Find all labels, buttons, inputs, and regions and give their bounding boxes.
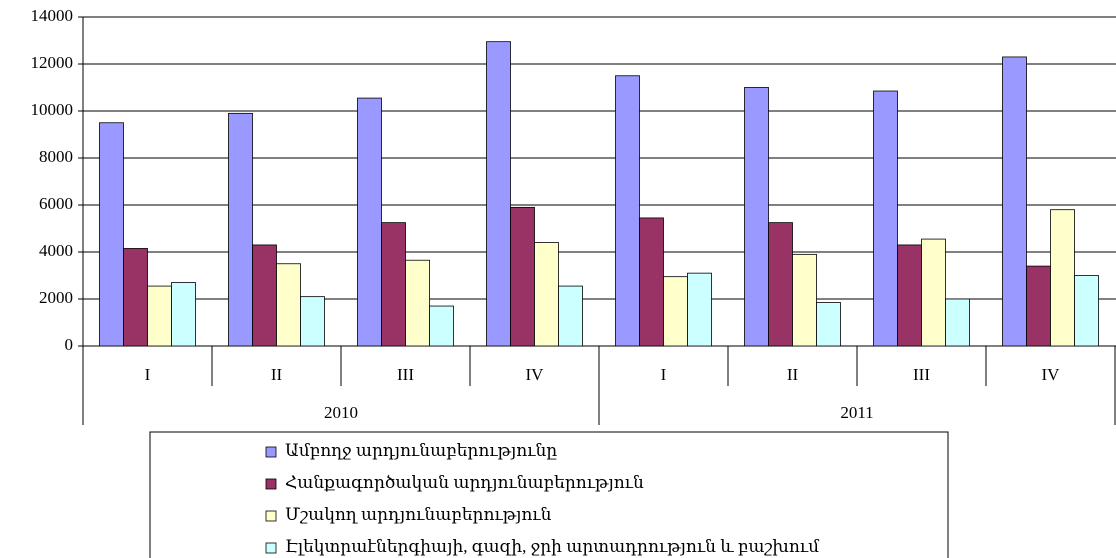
bar (171, 282, 196, 347)
bar (792, 253, 817, 347)
bar (252, 244, 277, 347)
y-tick-label: 12000 (31, 53, 74, 72)
bar (99, 122, 124, 347)
legend-marker (265, 446, 277, 458)
bar (663, 276, 688, 347)
y-tick-label: 14000 (31, 6, 74, 25)
bar (1074, 275, 1099, 347)
bar (1050, 209, 1075, 347)
x-tick-label: II (271, 365, 283, 384)
bar (1026, 265, 1051, 347)
y-tick-label: 10000 (31, 100, 74, 119)
y-tick-label: 8000 (39, 147, 73, 166)
bar (357, 97, 382, 347)
y-tick-label: 2000 (39, 288, 73, 307)
bar (429, 305, 454, 347)
bar (945, 298, 970, 347)
legend-label: Հանքագործական արդյունաբերություն (285, 473, 644, 492)
legend-box (149, 431, 949, 558)
x-tick-label: II (787, 365, 799, 384)
bar (639, 217, 664, 347)
bar (534, 242, 559, 347)
bar (147, 285, 172, 347)
x-tick-label: III (913, 365, 930, 384)
legend-marker (265, 510, 277, 522)
bar (123, 248, 148, 347)
x-tick-label: IV (1042, 365, 1061, 384)
bar (744, 87, 769, 347)
bar (486, 41, 511, 347)
bar (276, 263, 301, 347)
legend-label: Ամբողջ արդյունաբերությունը (285, 441, 557, 460)
y-tick-label: 6000 (39, 194, 73, 213)
x-tick-label: I (661, 365, 667, 384)
x-tick-label: III (397, 365, 414, 384)
bar (1002, 56, 1027, 347)
bar (381, 222, 406, 347)
legend-label: Մշակող արդյունաբերություն (285, 505, 552, 524)
bar (405, 259, 430, 347)
y-tick-label: 4000 (39, 241, 73, 260)
group-label: 2011 (840, 403, 873, 422)
y-tick-label: 0 (65, 335, 74, 354)
bar (897, 244, 922, 347)
bar (300, 296, 325, 347)
bar (768, 222, 793, 347)
x-tick-label: I (145, 365, 151, 384)
bar (873, 90, 898, 347)
bar (228, 112, 253, 347)
bar (558, 285, 583, 347)
legend-marker (265, 542, 277, 554)
bar (615, 75, 640, 347)
bar (921, 238, 946, 347)
bar (687, 272, 712, 347)
x-tick-label: IV (526, 365, 545, 384)
legend-marker (265, 478, 277, 490)
bar (510, 206, 535, 347)
bar (816, 302, 841, 347)
group-label: 2010 (324, 403, 358, 422)
legend-label: Էլեկտրաէներգիայի, գազի, ջրի արտադրությու… (285, 537, 820, 556)
